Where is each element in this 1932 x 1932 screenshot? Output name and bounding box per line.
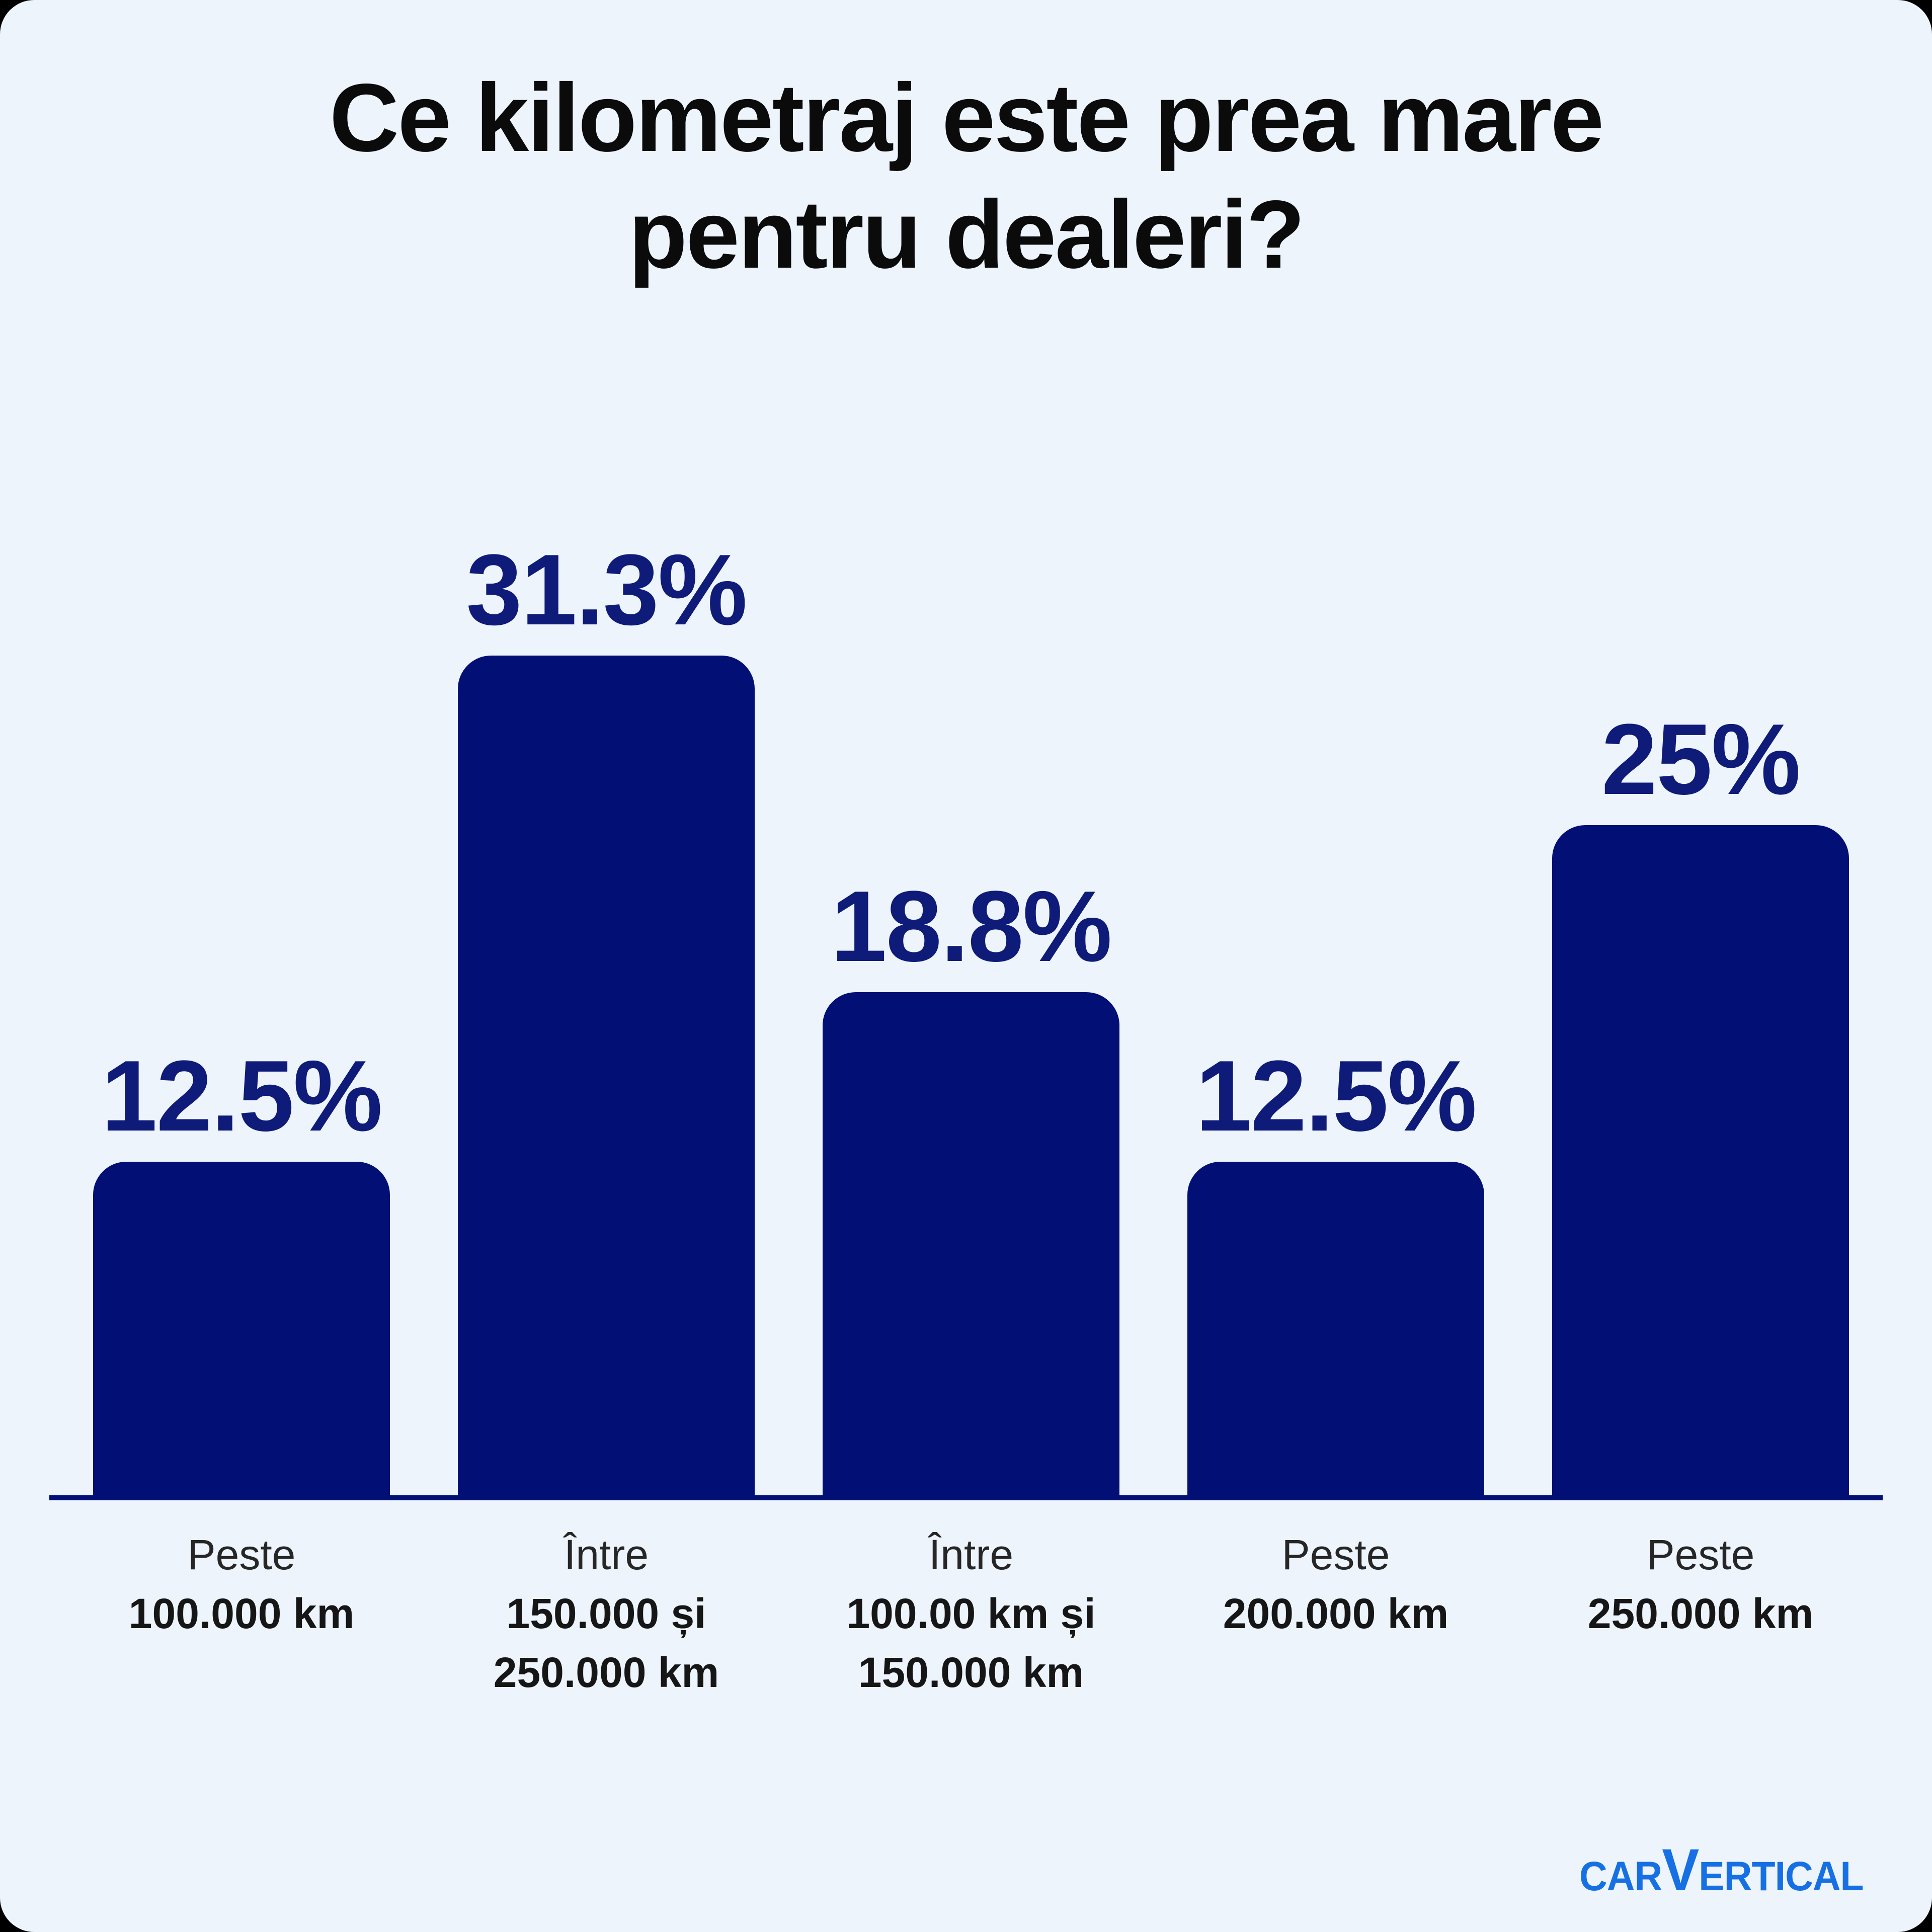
category-label-4: Peste 200.000 km [1187,1525,1484,1702]
category-line: 100.00 km și [846,1590,1096,1637]
bar-column-5: 25% [1552,709,1849,1498]
bar-column-1: 12.5% [93,1046,390,1498]
bar [1552,825,1849,1498]
category-line: 150.000 și [506,1590,706,1637]
category-label-2: Între 150.000 și 250.000 km [458,1525,755,1702]
bar [93,1162,390,1498]
logo-letter-v: V [1662,1837,1700,1903]
category-line: Peste [1281,1531,1390,1578]
category-line: Peste [187,1531,296,1578]
category-label-1: Peste 100.000 km [93,1525,390,1702]
logo-text-car: CAR [1579,1854,1662,1899]
bar [823,992,1119,1498]
category-line: Între [564,1531,649,1578]
logo-text-ertical: ERTICAL [1699,1854,1864,1899]
bar [1187,1162,1484,1498]
bar-column-2: 31.3% [458,540,755,1498]
category-line: 200.000 km [1223,1590,1449,1637]
chart-title: Ce kilometraj este prea mare pentru deal… [329,63,1604,289]
bar-value-label: 12.5% [1195,1040,1477,1152]
bars-row: 12.5% 31.3% 18.8% 12.5% 25% [93,540,1849,1498]
bar-value-label: 18.8% [831,870,1112,983]
category-line: 150.000 km [858,1649,1084,1696]
bar-column-4: 12.5% [1187,1046,1484,1498]
category-line: 250.000 km [493,1649,719,1696]
category-line: 100.000 km [128,1590,355,1637]
x-axis-line [49,1495,1883,1500]
category-label-3: Între 100.00 km și 150.000 km [823,1525,1119,1702]
category-labels-row: Peste 100.000 km Între 150.000 și 250.000 km… [93,1525,1849,1702]
bar-value-label: 25% [1601,703,1801,816]
category-label-5: Peste 250.000 km [1552,1525,1849,1702]
bar [458,656,755,1498]
category-line: 250.000 km [1587,1590,1814,1637]
bar-value-label: 31.3% [466,534,747,646]
carvertical-logo: CARVERTICAL [1579,1840,1864,1900]
bar-value-label: 12.5% [101,1040,382,1152]
category-line: Între [928,1531,1014,1578]
bar-column-3: 18.8% [823,876,1119,1498]
category-line: Peste [1646,1531,1755,1578]
